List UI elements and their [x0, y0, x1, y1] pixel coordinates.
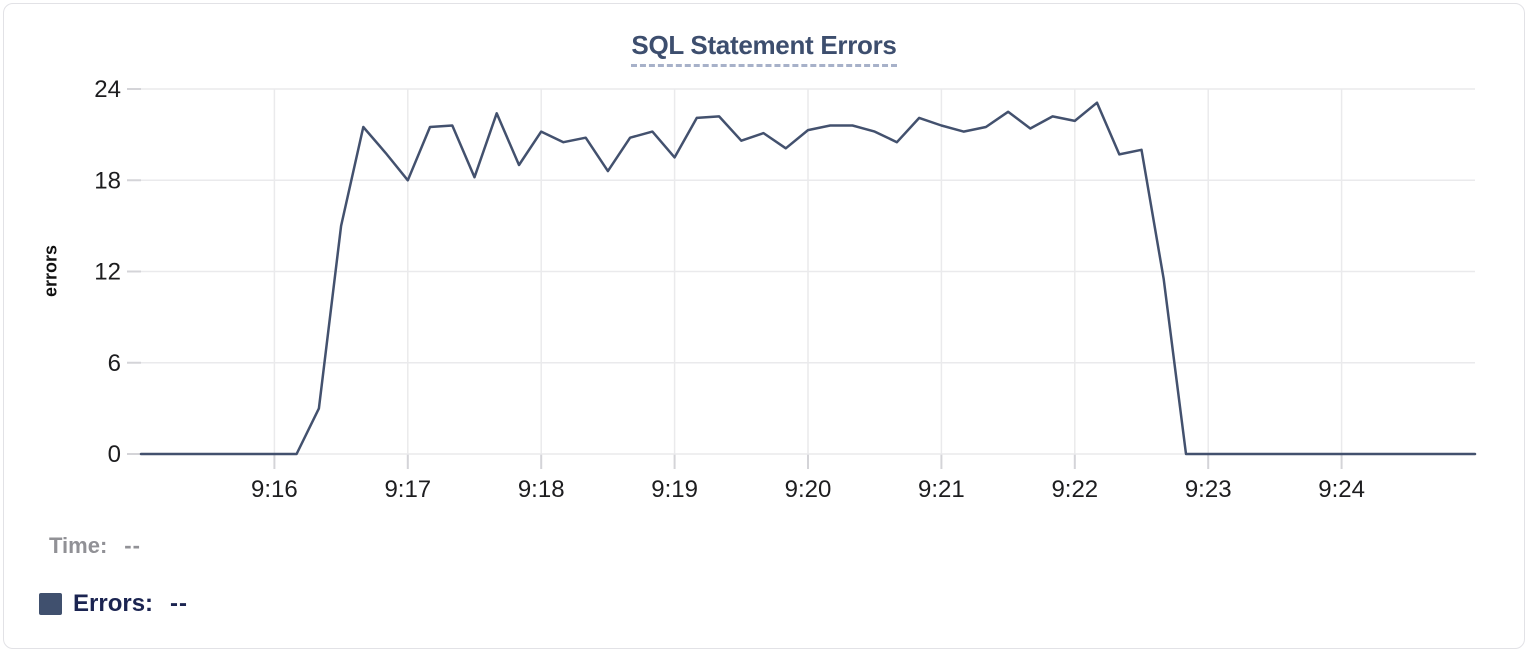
- hover-readout-time: Time: --: [49, 533, 141, 559]
- y-axis-label: errors: [41, 245, 62, 297]
- time-label: Time:: [49, 533, 107, 558]
- x-tick-label: 9:22: [1051, 476, 1098, 503]
- errors-series-swatch: [39, 593, 62, 615]
- x-tick-label: 9:17: [384, 476, 431, 503]
- x-tick-label: 9:16: [251, 476, 298, 503]
- x-tick-label: 9:20: [785, 476, 832, 503]
- x-tick-label: 9:18: [518, 476, 565, 503]
- y-tick-label: 12: [94, 259, 121, 286]
- x-tick-label: 9:23: [1185, 476, 1232, 503]
- x-tick-label: 9:19: [651, 476, 698, 503]
- x-tick-label: 9:21: [918, 476, 965, 503]
- errors-label: Errors:: [73, 590, 153, 618]
- time-value: --: [124, 533, 141, 558]
- y-tick-label: 18: [94, 167, 121, 194]
- y-tick-label: 6: [108, 350, 121, 377]
- errors-chart-plot[interactable]: 9:16 9:17 9:18 9:19 9:20 9:21 9:22 9:23 9:24 0 6 12…: [4, 4, 1528, 656]
- legend-item-errors[interactable]: Errors: --: [39, 590, 188, 618]
- errors-value: --: [170, 590, 188, 618]
- y-tick-label: 24: [94, 76, 121, 103]
- x-tick-label: 9:24: [1318, 476, 1365, 503]
- y-tick-label: 0: [108, 441, 121, 468]
